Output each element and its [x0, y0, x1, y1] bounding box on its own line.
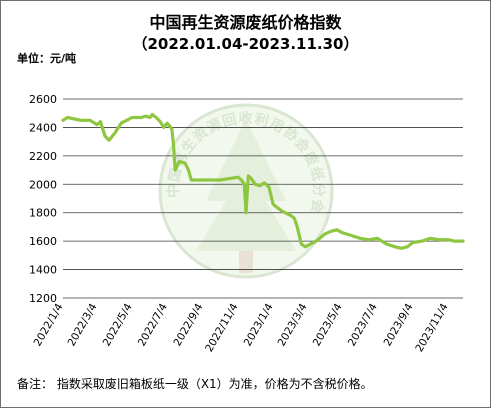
x-tick-label: 2022/9/4 [171, 301, 205, 348]
watermark-char: 国 [166, 166, 185, 183]
x-tick-label: 2022/7/4 [136, 301, 170, 348]
x-tick-label: 2022/11/4 [203, 301, 240, 354]
y-tick-label: 2400 [29, 121, 57, 134]
x-tick-label: 2023/11/4 [413, 301, 450, 354]
x-tick-label: 2023/1/4 [242, 301, 276, 348]
watermark-char: 纸 [307, 165, 327, 183]
x-tick-label: 2023/9/4 [382, 301, 416, 348]
watermark-char: 中 [165, 184, 182, 198]
x-tick-label: 2022/1/4 [32, 301, 66, 348]
y-tick-label: 2200 [29, 150, 57, 163]
x-tick-label: 2022/3/4 [66, 301, 100, 348]
watermark-char: 分 [310, 183, 326, 197]
watermark-trunk [239, 251, 253, 273]
gridlines [63, 98, 463, 299]
watermark-char: 用 [267, 116, 286, 136]
y-axis-ticks: 1200 1400 1600 1800 2000 2200 2400 2600 [29, 93, 57, 305]
watermark-char: 收 [238, 110, 253, 127]
x-axis-ticks: 2022/1/4 2022/3/4 2022/5/4 2022/7/4 2022/9/4… [32, 301, 451, 354]
footnote: 备注： 指数采取废旧箱板纸一级（X1）为准，价格为不含税价格。 [17, 377, 373, 391]
y-tick-label: 2600 [29, 93, 57, 106]
watermark-char: 利 [253, 110, 270, 130]
watermark-tree [196, 119, 296, 251]
y-tick-label: 1800 [29, 207, 57, 220]
y-tick-label: 2000 [29, 178, 57, 191]
y-tick-label: 1600 [29, 235, 57, 248]
series-layer [61, 112, 465, 250]
y-tick-label: 1200 [29, 292, 57, 305]
watermark-char: 源 [204, 115, 224, 136]
price-index-line [61, 112, 465, 250]
y-tick-label: 1400 [29, 264, 57, 277]
chart-title: 中国再生资源废纸价格指数 [149, 13, 342, 32]
x-tick-label: 2023/7/4 [346, 301, 380, 348]
watermark-char: 废 [300, 149, 321, 169]
x-tick-label: 2023/5/4 [311, 301, 345, 348]
unit-label: 单位：元/吨 [17, 52, 77, 65]
watermark-char: 会 [307, 197, 327, 215]
chart-subtitle: （2022.01.04-2023.11.30） [132, 35, 359, 53]
x-tick-label: 2023/3/4 [276, 301, 310, 348]
x-tick-label: 2022/5/4 [101, 301, 135, 348]
watermark-char: 回 [221, 112, 238, 131]
